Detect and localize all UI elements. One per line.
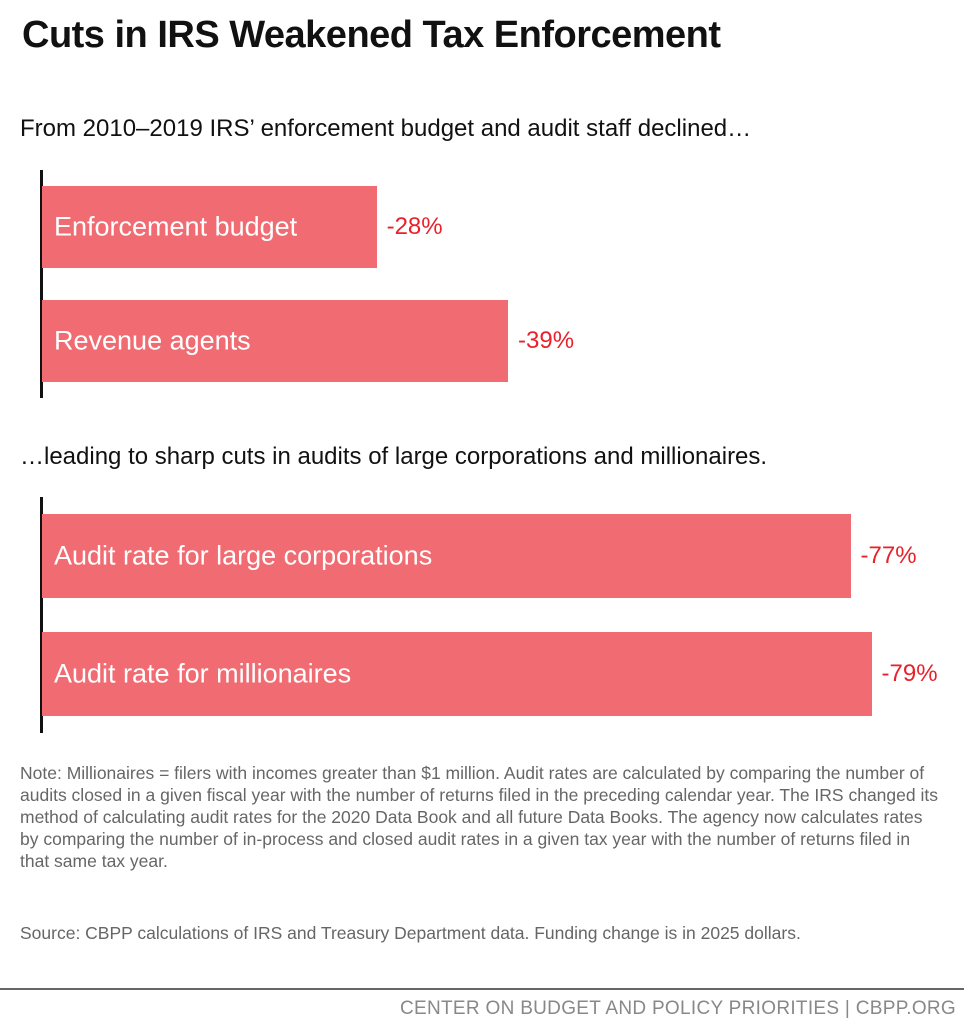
footer-credit: CENTER ON BUDGET AND POLICY PRIORITIES |…: [400, 998, 956, 1019]
bar: Enforcement budget: [42, 186, 377, 268]
bar-category-label: Revenue agents: [54, 325, 251, 356]
source: Source: CBPP calculations of IRS and Tre…: [20, 923, 801, 943]
chart-2: Audit rate for large corporations -77% Aud…: [0, 497, 964, 733]
bar: Revenue agents: [42, 300, 509, 382]
bar-value-label: -28%: [386, 213, 443, 240]
bar-category-label: Audit rate for large corporations: [54, 540, 433, 571]
bar-value-label: -77%: [860, 542, 917, 569]
chart-2-subtitle: …leading to sharp cuts in audits of larg…: [20, 443, 768, 470]
bar-category-label: Audit rate for millionaires: [54, 658, 352, 689]
axis-line: [40, 170, 43, 398]
bar-value-label: -79%: [881, 660, 938, 687]
chart-1: Enforcement budget -28% Revenue agents -39%: [0, 170, 964, 398]
bar-value-label: -39%: [518, 327, 575, 354]
bar: Audit rate for millionaires: [42, 632, 872, 716]
axis-line: [40, 497, 43, 733]
chart-title: Cuts in IRS Weakened Tax Enforcement: [22, 14, 721, 56]
footer-divider: [0, 988, 964, 990]
chart-1-subtitle: From 2010–2019 IRS’ enforcement budget a…: [20, 115, 752, 142]
bar-category-label: Enforcement budget: [54, 211, 298, 242]
note: Note: Millionaires = filers with incomes…: [20, 763, 938, 871]
bar: Audit rate for large corporations: [42, 514, 851, 598]
